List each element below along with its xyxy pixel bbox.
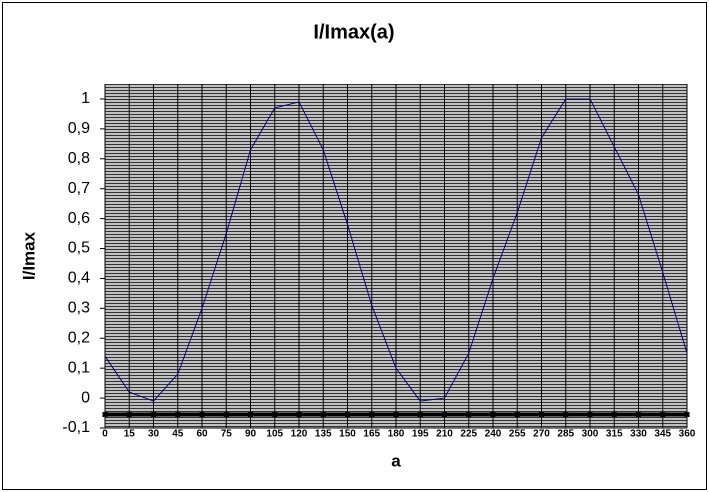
marker [442, 412, 447, 418]
x-tick-label: 165 [363, 429, 380, 440]
marker [611, 412, 617, 418]
x-tick-label: 240 [485, 429, 502, 440]
x-tick-label: 30 [148, 429, 160, 440]
x-tick-label: 330 [630, 429, 647, 440]
marker [175, 412, 181, 418]
marker [151, 412, 156, 418]
y-tick-label: -0,1 [62, 419, 90, 436]
x-tick-label: 150 [339, 429, 356, 440]
x-tick-label: 45 [172, 429, 184, 440]
x-tick-label: 0 [102, 429, 108, 440]
marker [466, 412, 472, 418]
chart-title: I/Imax(a) [313, 21, 394, 43]
x-axis-label: a [391, 451, 401, 470]
x-tick-label: 360 [679, 429, 696, 440]
series-line [104, 98, 688, 402]
marker [393, 412, 399, 418]
x-tick-label: 120 [291, 429, 308, 440]
marker [102, 412, 108, 418]
x-tick-label: 60 [196, 429, 208, 440]
y-tick-label: 0,9 [68, 120, 90, 137]
marker [587, 412, 593, 418]
marker [248, 412, 253, 418]
x-tick-label: 105 [266, 429, 283, 440]
x-tick-label: 255 [509, 429, 526, 440]
y-tick-label: 0,7 [68, 180, 90, 197]
y-axis-label: I/Imax [19, 231, 38, 280]
x-tick-label: 300 [582, 429, 599, 440]
x-tick-label: 180 [388, 429, 405, 440]
x-tick-label: 75 [221, 429, 233, 440]
marker [199, 412, 205, 418]
x-tick-label: 270 [533, 429, 550, 440]
marker [514, 412, 520, 418]
marker [636, 412, 641, 418]
x-tick-label: 345 [654, 429, 671, 440]
y-tick-label: 0 [81, 389, 90, 406]
marker [539, 412, 544, 418]
y-tick-label: 0,8 [68, 150, 90, 167]
x-tick-label: 225 [460, 429, 477, 440]
marker [417, 412, 423, 418]
y-tick-label: 0,1 [68, 359, 90, 376]
marker [296, 412, 302, 418]
marker [272, 412, 278, 418]
y-tick-label: 0,6 [68, 210, 90, 227]
marker [369, 412, 375, 418]
marker [684, 412, 690, 418]
x-tick-label: 195 [412, 429, 429, 440]
x-tick-label: 285 [557, 429, 574, 440]
x-tick-label: 210 [436, 429, 453, 440]
marker [345, 412, 350, 418]
marker [563, 412, 569, 418]
marker [660, 412, 666, 418]
x-tick-label: 15 [124, 429, 136, 440]
marker [490, 412, 496, 418]
y-tick-label: 0,5 [68, 240, 90, 257]
marker [320, 412, 326, 418]
marker [126, 412, 132, 418]
marker [223, 412, 229, 418]
x-tick-label: 135 [315, 429, 332, 440]
y-tick-label: 0,3 [68, 300, 90, 317]
y-tick-label: 0,4 [68, 270, 90, 287]
x-tick-label: 90 [245, 429, 257, 440]
y-tick-label: 0,2 [68, 329, 90, 346]
x-tick-label: 315 [606, 429, 623, 440]
y-tick-label: 1 [81, 90, 90, 107]
